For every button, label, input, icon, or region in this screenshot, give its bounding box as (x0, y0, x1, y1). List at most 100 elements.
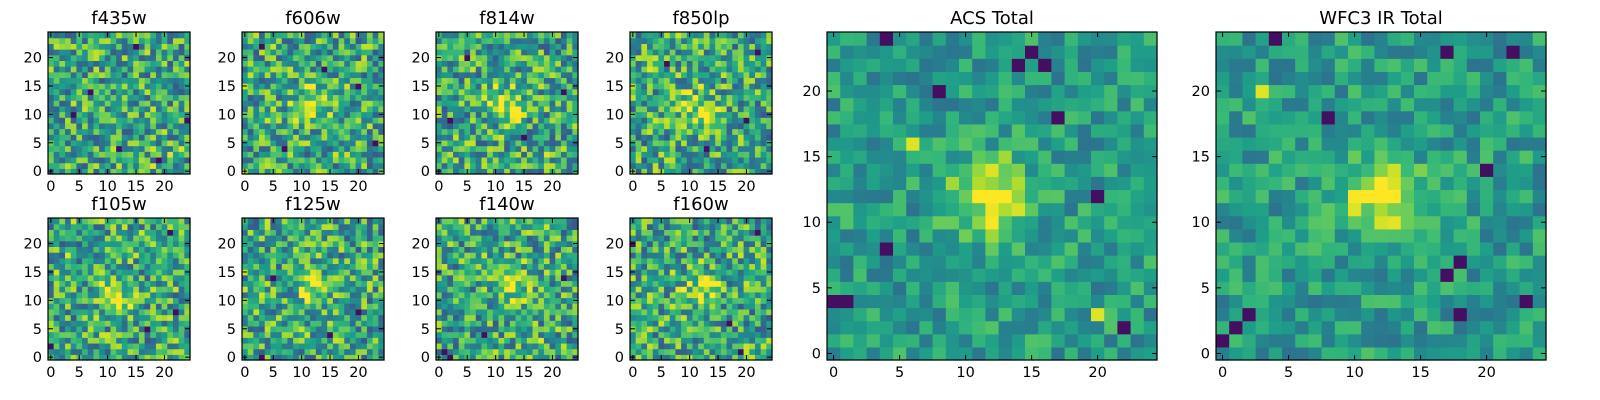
heatmap-cell (726, 94, 733, 101)
heatmap-cell (709, 303, 716, 310)
heatmap-cell (327, 263, 334, 270)
heatmap-cell (481, 325, 488, 333)
heatmap-cell (133, 49, 140, 56)
heatmap-cell (521, 156, 528, 164)
heatmap-cell (116, 337, 123, 344)
heatmap-cell (53, 246, 60, 253)
heatmap-cell (526, 145, 534, 152)
heatmap-cell (543, 94, 551, 101)
heatmap-cell (361, 337, 368, 344)
heatmap-cell (743, 122, 750, 130)
heatmap-cell (436, 246, 443, 253)
heatmap-cell (566, 314, 573, 321)
heatmap-cell (82, 246, 89, 253)
heatmap-cell (709, 348, 716, 355)
heatmap-cell (681, 111, 688, 118)
heatmap-cell (366, 229, 374, 236)
heatmap-cell (304, 252, 311, 259)
heatmap-cell (138, 60, 146, 67)
heatmap-cell (749, 325, 756, 333)
heatmap-cell (338, 117, 345, 124)
heatmap-cell (686, 156, 694, 164)
heatmap-cell (110, 156, 117, 164)
heatmap-cell (150, 246, 157, 253)
heatmap-cell (715, 320, 722, 327)
heatmap-cell (675, 49, 682, 56)
y-tick-label: 5 (421, 322, 430, 338)
heatmap-cell (155, 257, 163, 265)
heatmap-cell (487, 263, 494, 270)
heatmap-cell (293, 308, 300, 316)
heatmap-cell (87, 128, 95, 135)
heatmap-cell (366, 60, 374, 67)
heatmap-cell (53, 240, 60, 247)
heatmap-cell (504, 151, 511, 158)
heatmap-cell (150, 111, 157, 118)
heatmap-cell (630, 274, 637, 282)
heatmap-cell (549, 83, 556, 90)
heatmap-cell (509, 348, 517, 355)
heatmap-cell (167, 229, 174, 236)
heatmap-cell (560, 77, 568, 84)
heatmap-cell (743, 145, 750, 152)
heatmap-cell (475, 308, 483, 316)
heatmap-cell (453, 320, 460, 327)
heatmap-cell (344, 168, 351, 175)
heatmap-cell (635, 308, 642, 316)
heatmap-cell (749, 308, 756, 316)
heatmap-cell (492, 257, 500, 265)
heatmap-cell (543, 139, 551, 147)
heatmap-cell (53, 111, 60, 118)
heatmap-cell (630, 43, 637, 50)
heatmap-cell (453, 37, 460, 44)
heatmap-cell (366, 314, 374, 321)
heatmap-cell (178, 111, 185, 118)
heatmap-cell (304, 145, 311, 152)
heatmap-cell (464, 117, 471, 124)
heatmap-cell (453, 286, 460, 293)
heatmap-cell (572, 286, 579, 293)
heatmap-cell (509, 71, 517, 79)
heatmap-cell (647, 156, 654, 164)
heatmap-cell (549, 145, 556, 152)
heatmap-cell (76, 286, 83, 293)
heatmap-cell (138, 218, 146, 225)
heatmap-cell (270, 156, 277, 164)
heatmap-cell (150, 320, 157, 327)
heatmap-cell (447, 66, 454, 73)
heatmap-cell (441, 139, 448, 147)
heatmap-cell (504, 348, 511, 355)
heatmap-cell (70, 337, 77, 344)
heatmap-cell (281, 83, 289, 90)
heatmap-cell (178, 314, 185, 321)
heatmap-cell (327, 122, 334, 130)
heatmap-cell (715, 43, 722, 50)
heatmap-cell (53, 291, 60, 299)
heatmap-cell (155, 291, 163, 299)
heatmap-cell (253, 77, 260, 84)
y-tick-label: 0 (421, 164, 430, 180)
heatmap-cell (138, 229, 146, 236)
heatmap-cell (242, 151, 249, 158)
heatmap-cell (76, 291, 83, 299)
heatmap-cell (509, 229, 517, 236)
heatmap-cell (253, 308, 260, 316)
heatmap-cell (344, 246, 351, 253)
heatmap-cell (492, 331, 500, 338)
heatmap-cell (749, 37, 756, 44)
heatmap-cell (647, 60, 654, 67)
heatmap-cell (332, 128, 340, 135)
heatmap-cell (464, 134, 471, 141)
heatmap-cell (464, 314, 471, 321)
heatmap-cell (675, 145, 682, 152)
heatmap-cell (65, 218, 72, 225)
heatmap-cell (116, 218, 123, 225)
heatmap-cell (652, 122, 659, 130)
heatmap-cell (652, 168, 659, 175)
heatmap-cell (172, 37, 180, 44)
heatmap-cell (87, 139, 95, 147)
heatmap-cell (669, 134, 677, 141)
heatmap-cell (447, 235, 454, 242)
heatmap-cell (658, 320, 665, 327)
heatmap-cell (658, 348, 665, 355)
